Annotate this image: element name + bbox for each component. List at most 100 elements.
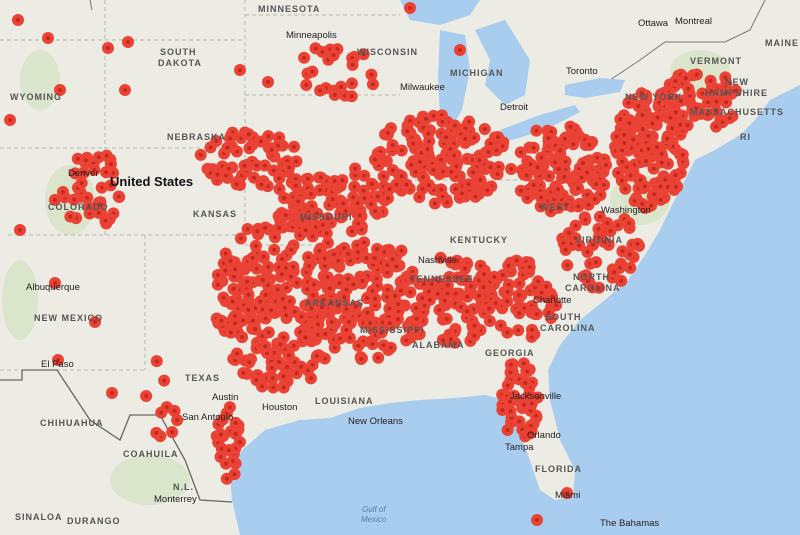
marker-center [353,304,358,309]
marker-center [548,209,553,214]
marker-center [306,255,311,260]
marker-center [534,413,539,418]
marker-center [494,148,499,153]
marker-center [227,405,232,410]
marker-center [445,200,450,205]
marker-center [86,204,91,209]
marker-center [426,289,431,294]
marker-center [262,163,267,168]
marker-center [458,304,463,309]
marker-center [223,268,228,273]
marker-center [705,100,710,105]
marker-center [694,106,699,111]
marker-center [550,295,555,300]
marker-center [294,371,299,376]
marker-center [714,109,719,114]
marker-center [276,265,281,270]
marker-center [320,222,325,227]
marker-center [104,170,109,175]
marker-center [337,281,342,286]
marker-center [399,248,404,253]
city-ottawa: Ottawa [638,18,669,29]
marker-center [476,278,481,283]
marker-center [435,291,440,296]
marker-center [232,321,237,326]
marker-center [228,136,233,141]
marker-center [395,317,400,322]
marker-center [73,171,78,176]
marker-center [320,49,325,54]
marker-center [225,145,230,150]
marker-center [266,264,271,269]
marker-center [686,86,691,91]
marker-center [516,328,521,333]
label-new-mexico: NEW MEXICO [34,313,103,323]
marker-center [331,53,336,58]
marker-center [288,274,293,279]
marker-center [419,296,424,301]
marker-center [432,201,437,206]
marker-center [523,380,528,385]
marker-center [486,149,491,154]
marker-center [586,202,591,207]
marker-center [505,427,510,432]
marker-center [514,258,519,263]
marker-center [341,201,346,206]
marker-center [388,345,393,350]
marker-center [309,306,314,311]
marker-center [472,135,477,140]
marker-center [547,174,552,179]
marker-center [263,316,268,321]
marker-center [488,165,493,170]
marker-center [218,454,223,459]
label-nl: N.L. [173,482,194,492]
marker-center [410,141,415,146]
marker-center [525,369,530,374]
marker-center [425,147,430,152]
marker-center [375,194,380,199]
marker-center [658,197,663,202]
marker-center [263,292,268,297]
marker-center [235,351,240,356]
marker-center [282,305,287,310]
city-toronto: Toronto [566,66,598,77]
marker-center [332,345,337,350]
marker-center [608,228,613,233]
marker-center [619,178,624,183]
marker-center [627,121,632,126]
marker-center [330,197,335,202]
marker-center [307,216,312,221]
marker-center [289,247,294,252]
marker-center [245,279,250,284]
marker-center [299,364,304,369]
marker-center [438,157,443,162]
marker-center [317,248,322,253]
city-monterrey: Monterrey [154,494,197,505]
marker-center [554,303,559,308]
marker-center [219,318,224,323]
marker-center [346,251,351,256]
marker-center [327,286,332,291]
marker-center [103,218,108,223]
marker-center [539,195,544,200]
marker-center [370,288,375,293]
marker-center [534,128,539,133]
label-maine: MAINE [765,38,799,48]
marker-center [92,167,97,172]
marker-center [558,148,563,153]
marker-center [336,304,341,309]
marker-center [492,274,497,279]
label-colorado: COLORADO [48,202,109,212]
marker-center [311,293,316,298]
marker-center [159,410,164,415]
marker-center [573,236,578,241]
marker-center [322,263,327,268]
marker-center [387,187,392,192]
marker-center [277,225,282,230]
sea-label-mexico: Mexico [361,515,387,524]
marker-center [346,276,351,281]
marker-center [172,408,177,413]
marker-center [565,491,569,495]
marker-center [439,187,444,192]
